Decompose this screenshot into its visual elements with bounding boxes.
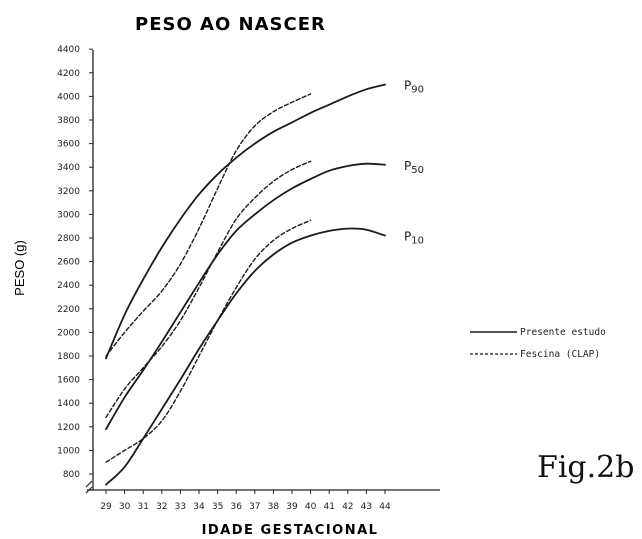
percentile-label-p10: P10 — [404, 230, 424, 247]
y-axis-label: PESO (g) — [12, 240, 27, 296]
x-tick-label: 30 — [119, 502, 131, 512]
y-tick-label: 1200 — [57, 423, 80, 433]
y-tick-label: 2400 — [57, 281, 80, 291]
x-ticks: 29 30 31 32 33 34 35 36 37 38 39 40 41 42 43 44 — [100, 490, 391, 512]
y-tick-label: 1000 — [57, 446, 80, 456]
percentile-label-p90: P90 — [404, 79, 424, 96]
y-tick-label: 1800 — [57, 352, 80, 362]
x-tick-label: 33 — [175, 502, 186, 512]
y-tick-label: 1600 — [57, 376, 80, 386]
x-tick-label: 34 — [193, 502, 205, 512]
y-tick-label: 2600 — [57, 258, 80, 268]
legend-label: Fescina (CLAP) — [520, 349, 600, 360]
y-tick-label: 3600 — [57, 140, 80, 150]
x-tick-label: 37 — [249, 502, 260, 512]
y-tick-label: 1400 — [57, 399, 80, 409]
y-tick-label: 2200 — [57, 305, 80, 315]
x-tick-label: 38 — [268, 502, 280, 512]
y-tick-label: 3000 — [57, 210, 80, 220]
series-line-fescina-p90 — [105, 93, 312, 357]
x-tick-label: 42 — [342, 502, 353, 512]
x-tick-label: 39 — [286, 502, 298, 512]
y-tick-label: 2800 — [57, 234, 80, 244]
y-tick-label: 4200 — [57, 69, 80, 79]
percentile-label-p50: P50 — [404, 159, 424, 176]
y-tick-label: 2000 — [57, 328, 80, 338]
y-tick-label: 3400 — [57, 163, 80, 173]
x-tick-label: 31 — [137, 502, 148, 512]
y-tick-label: 3200 — [57, 187, 80, 197]
y-tick-label: 4000 — [57, 92, 80, 102]
y-tick-label: 4400 — [57, 45, 80, 55]
x-tick-label: 35 — [212, 502, 223, 512]
x-tick-label: 32 — [156, 502, 167, 512]
y-tick-label: 800 — [63, 470, 80, 480]
x-tick-label: 36 — [230, 502, 242, 512]
series-line-presente-p10 — [105, 227, 386, 486]
figure-label: Fig.2b — [537, 450, 634, 485]
axis-break-mark — [85, 480, 93, 494]
legend: Presente estudo Fescina (CLAP) — [470, 327, 606, 360]
series-line-fescina-p10 — [105, 219, 312, 463]
x-axis-label: IDADE GESTACIONAL — [202, 523, 379, 538]
x-tick-label: 29 — [100, 502, 112, 512]
y-ticks: 800 1000 1200 1400 1600 1800 2000 2200 2400 2600 2… — [57, 45, 93, 480]
series-line-presente-p50 — [105, 162, 386, 431]
y-tick-label: 3800 — [57, 116, 80, 126]
series-line-presente-p90 — [105, 83, 386, 360]
series-layer — [105, 83, 386, 486]
x-tick-label: 44 — [379, 502, 391, 512]
x-tick-label: 40 — [305, 502, 317, 512]
x-tick-label: 43 — [361, 502, 372, 512]
series-line-fescina-p50 — [105, 160, 312, 419]
chart-title: PESO AO NASCER — [135, 14, 326, 35]
x-tick-label: 41 — [323, 502, 334, 512]
percentile-labels: P90 P50 P10 — [404, 79, 424, 247]
legend-label: Presente estudo — [520, 327, 606, 338]
